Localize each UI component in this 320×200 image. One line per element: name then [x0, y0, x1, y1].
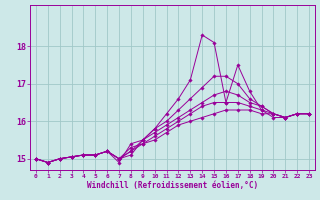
X-axis label: Windchill (Refroidissement éolien,°C): Windchill (Refroidissement éolien,°C)	[87, 181, 258, 190]
